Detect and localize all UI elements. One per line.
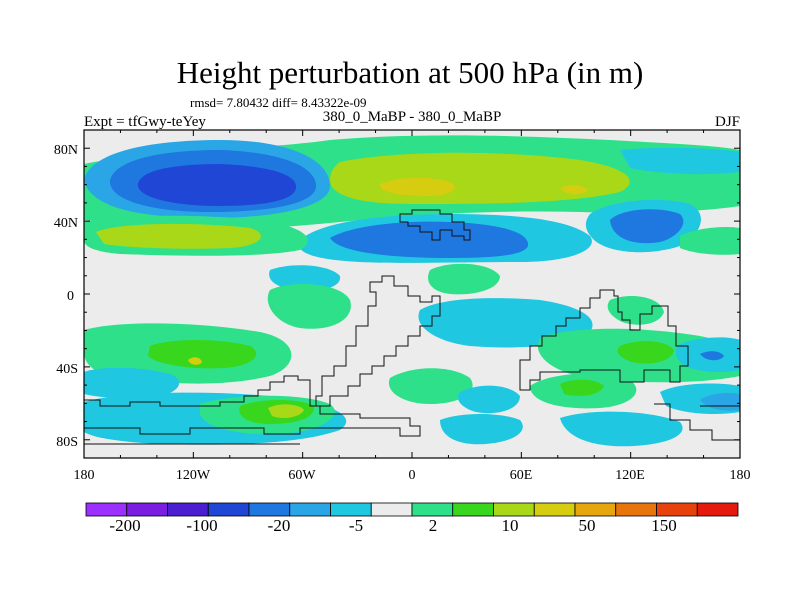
- tick-marks: [83, 129, 741, 459]
- season-label: DJF: [715, 114, 740, 130]
- x-tick-label: 60E: [510, 468, 533, 483]
- contour-cyan-sh-2: [84, 367, 180, 399]
- contour-blue-sh-4: [700, 351, 724, 361]
- colorbar-swatch: [656, 502, 698, 517]
- y-tick-label: 0: [67, 289, 74, 304]
- colorbar-label: 50: [579, 516, 596, 535]
- y-tick-label: 80N: [54, 143, 78, 158]
- colorbar-label: 2: [429, 516, 438, 535]
- colorbar-label: -100: [186, 516, 217, 535]
- contour-yellow-north: [379, 177, 455, 196]
- coastline-eastern-landmass: [519, 289, 689, 391]
- colorbar-swatch: [452, 502, 494, 517]
- contour-cyan-ne: [620, 147, 740, 175]
- colorbar-swatch: [370, 502, 413, 517]
- coastline-southern-rim: [84, 403, 740, 445]
- contour-yellow-north-2: [560, 185, 588, 195]
- contour-blue-east: [610, 209, 684, 244]
- colorbar-swatch: [85, 502, 128, 517]
- contour-green-tropics-2: [428, 263, 500, 295]
- colorbar-label: -20: [268, 516, 291, 535]
- colorbar-label: 150: [651, 516, 677, 535]
- colorbar-swatch: [615, 502, 657, 517]
- x-axis-labels: 180 120W 60W 0 60E 120E 180: [74, 468, 751, 483]
- coastline-southern-polar: [84, 375, 421, 437]
- contour-yellowgreen-40n: [96, 223, 261, 249]
- colorbar-swatch: [533, 502, 576, 517]
- contour-blue-mid: [330, 221, 529, 258]
- colorbar-swatch: [411, 502, 454, 517]
- colorbar-swatch: [330, 502, 372, 517]
- colorbar-swatch: [207, 502, 250, 517]
- colorbar-swatch: [248, 502, 291, 517]
- contour-cyan-sh-6: [457, 385, 520, 414]
- y-tick-label: 40N: [54, 216, 78, 231]
- contour-yellow-sh-dot: [188, 357, 202, 365]
- x-tick-label: 60W: [288, 468, 316, 483]
- x-tick-label: 120W: [176, 468, 211, 483]
- colorbar-label: -200: [109, 516, 140, 535]
- contour-cyan-tropics-1: [269, 265, 341, 291]
- contour-green-tropics-1: [267, 284, 351, 329]
- colorbar: [85, 502, 739, 517]
- colorbar-labels: -200 -100 -20 -5 2 10 50 150: [109, 516, 676, 535]
- y-tick-label: 80S: [56, 435, 78, 450]
- colorbar-label: -5: [349, 516, 363, 535]
- colorbar-swatch: [126, 502, 168, 517]
- contour-brightgreen-sh-3: [617, 341, 674, 364]
- contour-yellowgreen-antarctic: [268, 404, 304, 418]
- coastline-central-landmass: [315, 275, 441, 407]
- colorbar-swatch: [167, 502, 209, 517]
- coastline-northern-landmass: [399, 209, 471, 241]
- contour-cyan-antarctic-2: [440, 414, 523, 445]
- colorbar-label: 10: [502, 516, 519, 535]
- contour-cyan-antarctic-3: [560, 411, 683, 447]
- contour-brightgreen-sh-7: [560, 379, 604, 396]
- x-tick-label: 120E: [615, 468, 645, 483]
- map-title: Height perturbation at 500 hPa (in m): [177, 55, 644, 90]
- contour-green-east-40n: [680, 226, 740, 255]
- colorbar-swatch: [493, 502, 535, 517]
- contour-brightgreen-sh-1: [148, 340, 257, 369]
- continent-outlines: [84, 209, 740, 445]
- colorbar-swatch: [289, 502, 331, 517]
- contour-green-sh-5: [388, 368, 473, 404]
- x-tick-label: 180: [730, 468, 751, 483]
- y-tick-label: 40S: [56, 362, 78, 377]
- comparison-label: 380_0_MaBP - 380_0_MaBP: [323, 109, 502, 125]
- contour-deepblue-arctic: [137, 164, 297, 206]
- colorbar-swatch: [574, 502, 617, 517]
- experiment-label: Expt = tfGwy-teYey: [84, 114, 206, 130]
- x-tick-label: 0: [409, 468, 416, 483]
- y-axis-labels: 80N 40N 0 40S 80S: [54, 143, 78, 450]
- stats-label: rmsd= 7.80432 diff= 8.43322e-09: [190, 95, 367, 110]
- x-tick-label: 180: [74, 468, 95, 483]
- colorbar-swatch: [696, 502, 739, 517]
- height-perturbation-field: [84, 130, 740, 458]
